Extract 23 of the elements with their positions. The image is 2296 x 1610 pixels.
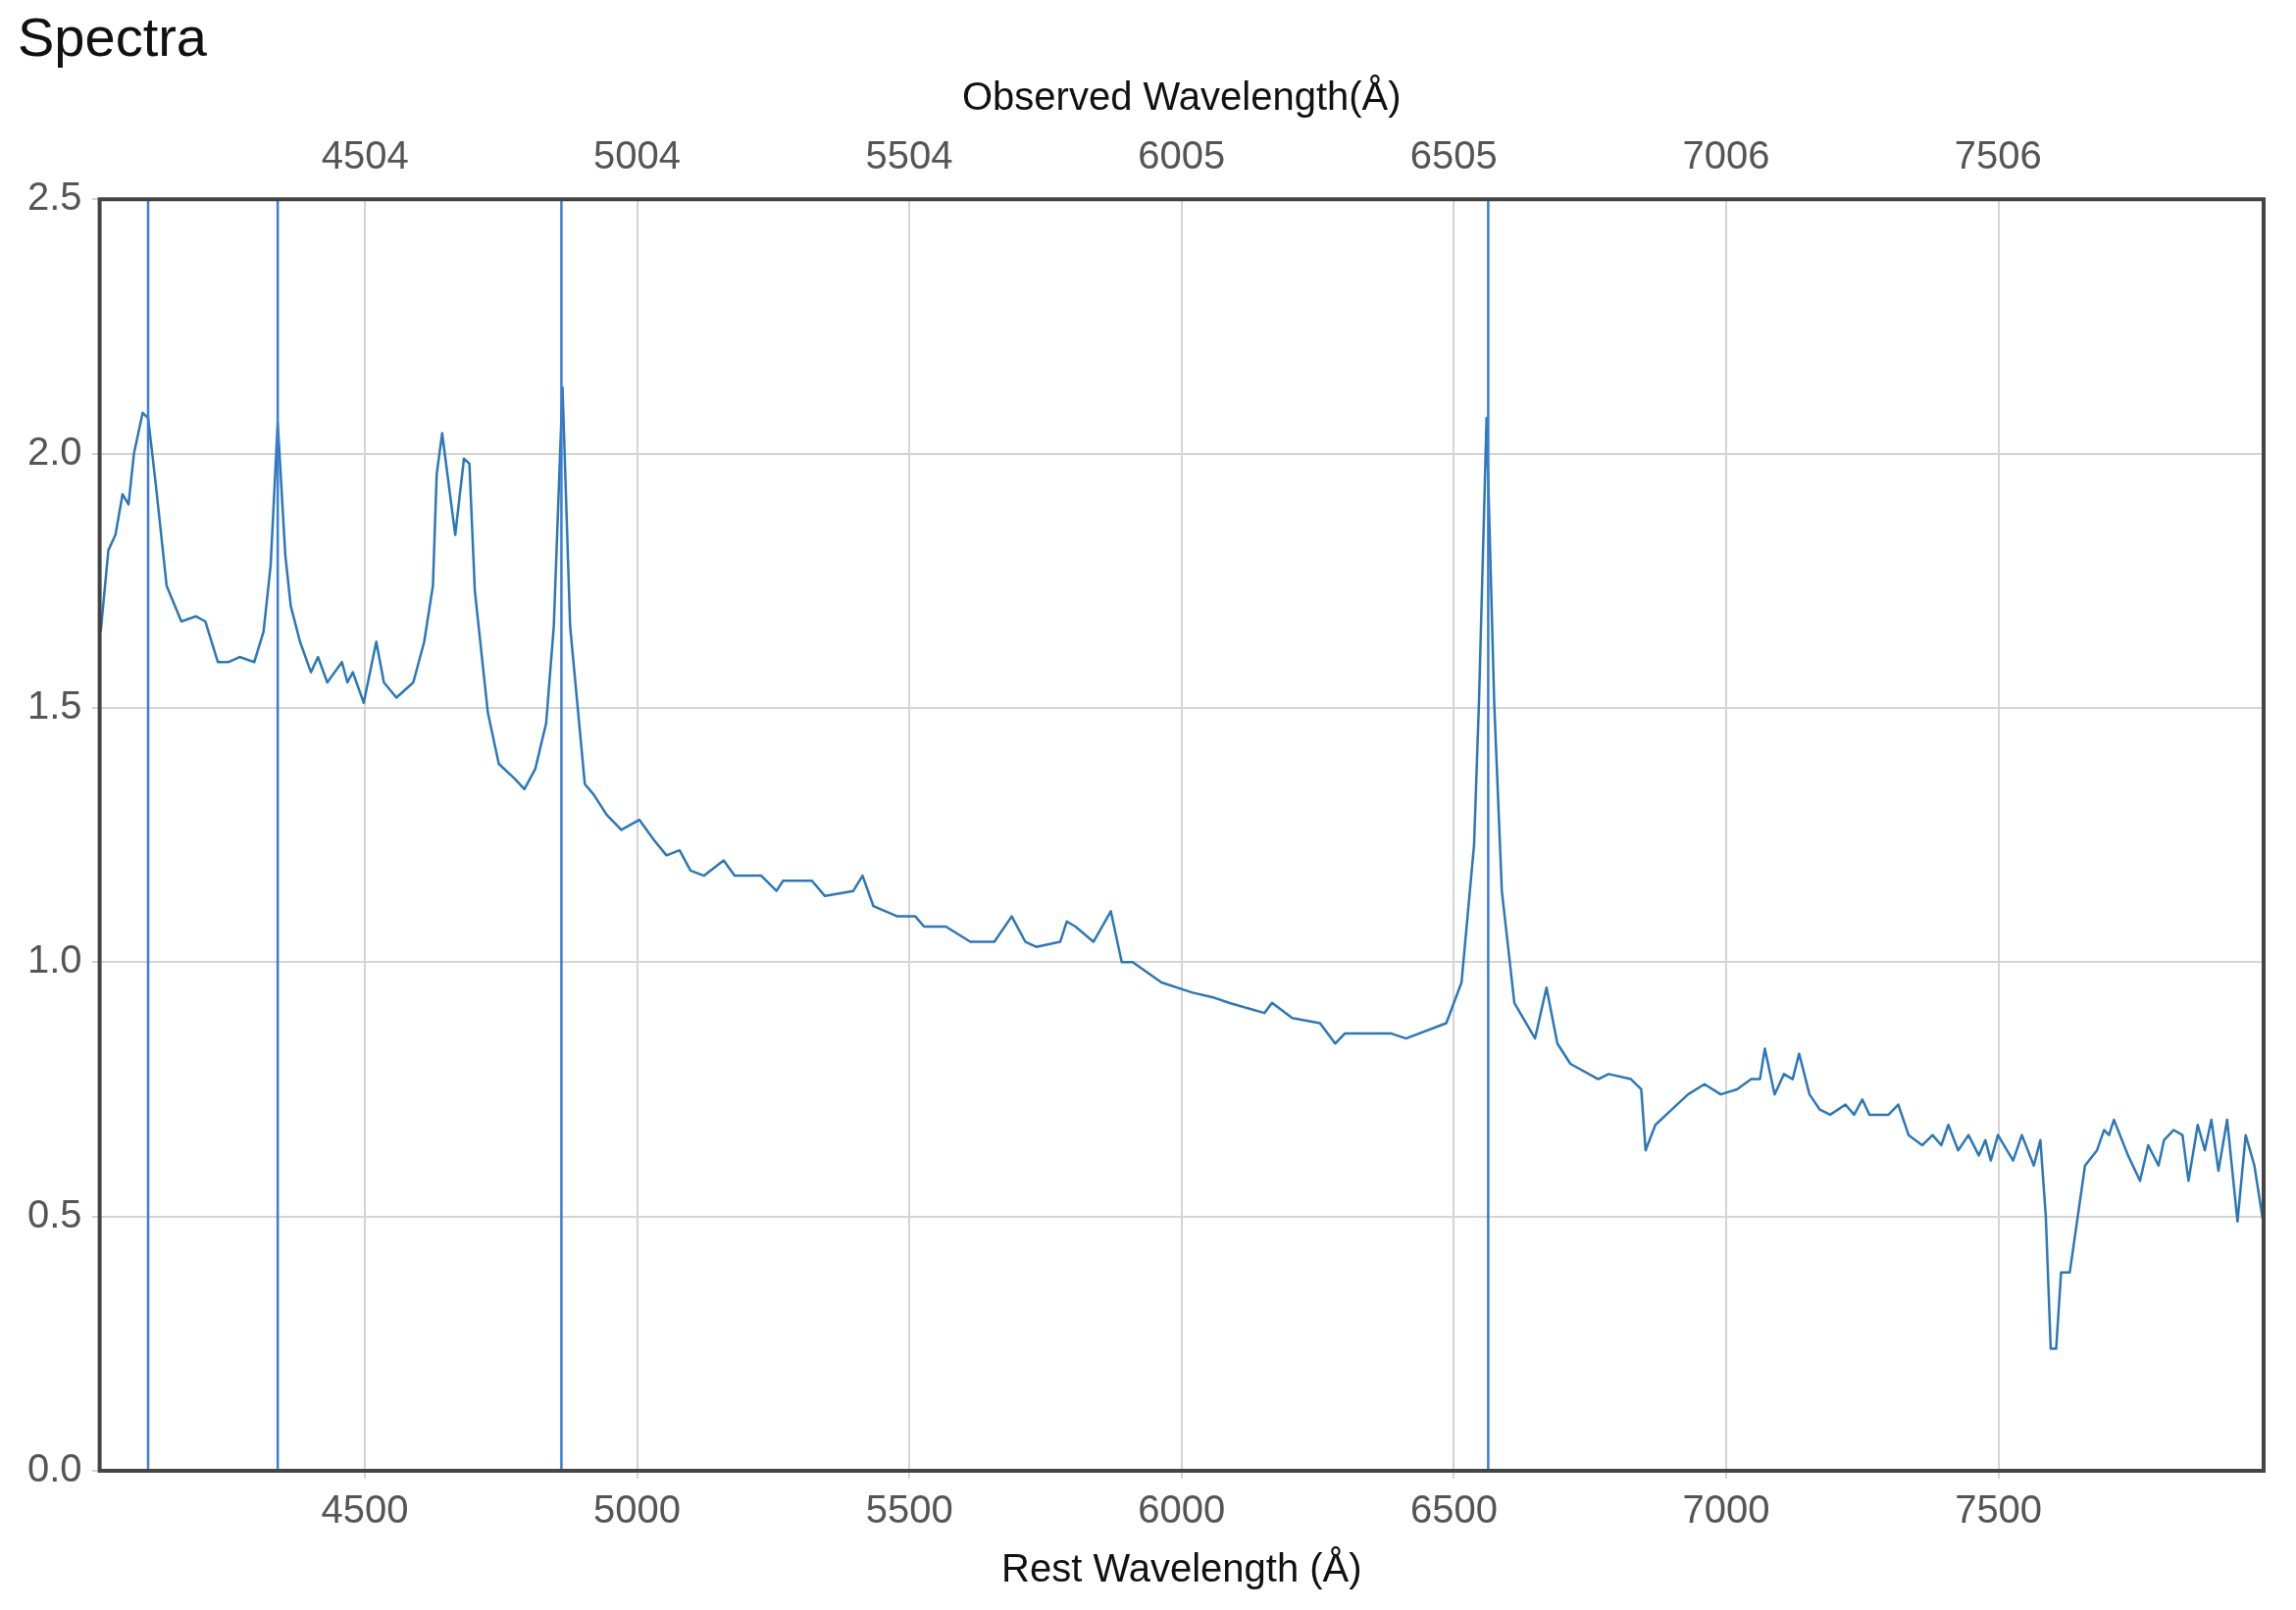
y-tick-label: 2.5 <box>27 175 82 219</box>
x2-tick-label: 7506 <box>1954 133 2042 177</box>
chart-title: Spectra <box>18 6 208 69</box>
y-tick-label: 0.5 <box>27 1191 82 1235</box>
y-tick-label: 2.0 <box>27 428 82 473</box>
x-tick-label: 7500 <box>1955 1487 2043 1532</box>
x-axis-title: Rest Wavelength (Å) <box>1001 1546 1362 1590</box>
x2-axis-title: Observed Wavelength(Å) <box>962 75 1402 119</box>
x2-tick-label: 5504 <box>865 133 953 177</box>
y-tick-label: 1.0 <box>27 937 82 981</box>
x2-tick-label: 5004 <box>593 133 682 177</box>
x-tick-label: 7000 <box>1682 1487 1770 1532</box>
x2-tick-label: 6505 <box>1409 133 1498 177</box>
x-tick-label: 5500 <box>865 1487 953 1532</box>
x-tick-label: 4500 <box>321 1487 409 1532</box>
y-tick-label: 0.0 <box>27 1446 82 1490</box>
x-tick-label: 5000 <box>593 1487 682 1532</box>
x2-tick-label: 4504 <box>321 133 409 177</box>
y-tick-label: 1.5 <box>27 682 82 727</box>
x2-tick-label: 6005 <box>1138 133 1226 177</box>
x2-tick-label: 7006 <box>1682 133 1770 177</box>
x-tick-label: 6000 <box>1138 1487 1226 1532</box>
x-tick-label: 6500 <box>1409 1487 1498 1532</box>
